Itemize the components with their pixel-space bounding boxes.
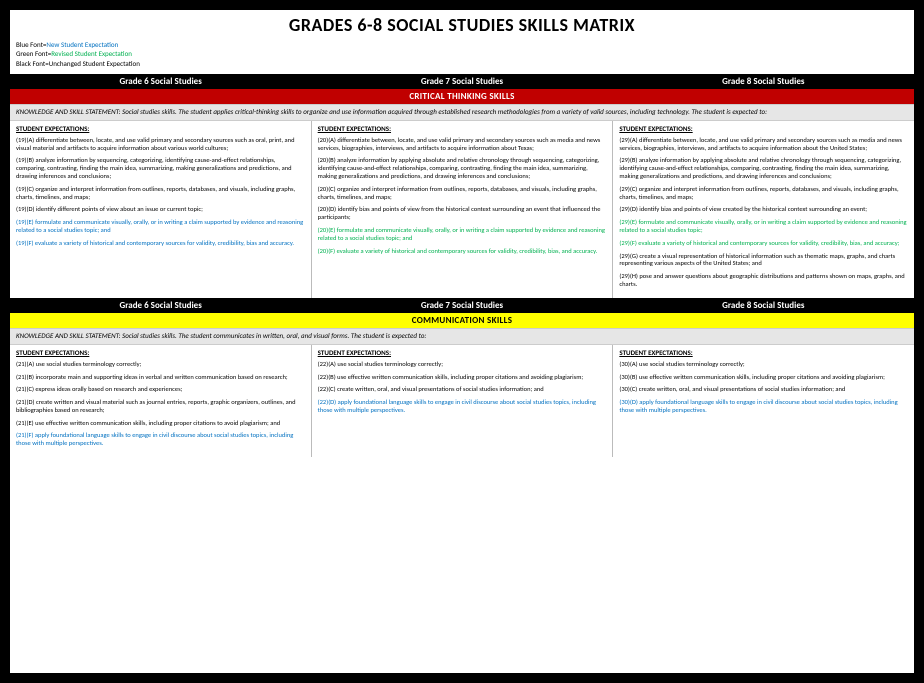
expectation-item: (20)(C) organize and interpret informati… [318,186,607,202]
expectation-item: (19)(F) evaluate a variety of historical… [16,240,305,248]
expectation-item: (20)(F) evaluate a variety of historical… [318,248,607,256]
column-grade8: STUDENT EXPECTATIONS: (29)(A) differenti… [613,121,914,298]
grade-header: Grade 7 Social Studies [311,74,612,89]
legend-value: Revised Student Expectation [51,49,132,58]
expectation-item: (29)(H) pose and answer questions about … [619,273,908,289]
expectation-item: (21)(E) use effective written communicat… [16,420,305,428]
knowledge-statement: KNOWLEDGE AND SKILL STATEMENT: Social st… [10,328,914,345]
expectation-item: (30)(B) use effective written communicat… [619,374,908,382]
expectation-item: (21)(F) apply foundational language skil… [16,432,305,448]
expectation-item: (20)(B) analyze information by applying … [318,157,607,180]
expectation-item: (19)(C) organize and interpret informati… [16,186,305,202]
student-expectations-head: STUDENT EXPECTATIONS: [318,125,607,134]
column-grade8: STUDENT EXPECTATIONS: (30)(A) use social… [613,345,914,457]
column-grade6: STUDENT EXPECTATIONS: (21)(A) use social… [10,345,312,457]
grade-header: Grade 6 Social Studies [10,298,311,313]
section-band-communication: COMMUNICATION SKILLS [10,313,914,328]
grade-header: Grade 8 Social Studies [613,298,914,313]
document-page: GRADES 6-8 SOCIAL STUDIES SKILLS MATRIX … [8,8,916,675]
expectation-item: (29)(F) evaluate a variety of historical… [619,240,908,248]
expectation-item: (19)(D) identify different points of vie… [16,206,305,214]
student-expectations-head: STUDENT EXPECTATIONS: [16,349,305,358]
knowledge-statement: KNOWLEDGE AND SKILL STATEMENT: Social st… [10,104,914,121]
expectation-item: (30)(D) apply foundational language skil… [619,399,908,415]
grade-header: Grade 8 Social Studies [613,74,914,89]
expectation-item: (21)(C) express ideas orally based on re… [16,386,305,394]
student-expectations-head: STUDENT EXPECTATIONS: [619,125,908,134]
expectation-item: (29)(A) differentiate between, locate, a… [619,137,908,153]
legend-label: Black Font= [16,59,49,68]
section-band-critical: CRITICAL THINKING SKILLS [10,89,914,104]
legend-value: Unchanged Student Expectation [49,59,140,68]
grade-header-row: Grade 6 Social Studies Grade 7 Social St… [10,74,914,89]
student-expectations-head: STUDENT EXPECTATIONS: [318,349,607,358]
legend-value: New Student Expectation [46,40,118,49]
legend-label: Blue Font= [16,40,46,49]
expectation-item: (29)(B) analyze information by applying … [619,157,908,180]
expectation-item: (29)(D) identify bias and points of view… [619,206,908,214]
critical-thinking-columns: STUDENT EXPECTATIONS: (19)(A) differenti… [10,121,914,298]
student-expectations-head: STUDENT EXPECTATIONS: [16,125,305,134]
expectation-item: (19)(A) differentiate between, locate, a… [16,137,305,153]
expectation-item: (22)(A) use social studies terminology c… [318,361,607,369]
column-grade6: STUDENT EXPECTATIONS: (19)(A) differenti… [10,121,312,298]
expectation-item: (29)(C) organize and interpret informati… [619,186,908,202]
page-title: GRADES 6-8 SOCIAL STUDIES SKILLS MATRIX [10,10,914,39]
column-grade7: STUDENT EXPECTATIONS: (22)(A) use social… [312,345,614,457]
column-grade7: STUDENT EXPECTATIONS: (20)(A) differenti… [312,121,614,298]
expectation-item: (19)(B) analyze information by sequencin… [16,157,305,180]
expectation-item: (30)(C) create written, oral, and visual… [619,386,908,394]
communication-columns: STUDENT EXPECTATIONS: (21)(A) use social… [10,345,914,457]
expectation-item: (21)(A) use social studies terminology c… [16,361,305,369]
expectation-item: (20)(E) formulate and communicate visual… [318,227,607,243]
grade-header-row: Grade 6 Social Studies Grade 7 Social St… [10,298,914,313]
grade-header: Grade 6 Social Studies [10,74,311,89]
expectation-item: (20)(D) identify bias and points of view… [318,206,607,222]
expectation-item: (30)(A) use social studies terminology c… [619,361,908,369]
legend: Blue Font=New Student Expectation Green … [10,39,914,74]
grade-header: Grade 7 Social Studies [311,298,612,313]
expectation-item: (22)(C) create written, oral, and visual… [318,386,607,394]
expectation-item: (20)(A) differentiate between, locate, a… [318,137,607,153]
expectation-item: (19)(E) formulate and communicate visual… [16,219,305,235]
expectation-item: (21)(B) incorporate main and supporting … [16,374,305,382]
expectation-item: (22)(B) use effective written communicat… [318,374,607,382]
legend-label: Green Font= [16,49,51,58]
student-expectations-head: STUDENT EXPECTATIONS: [619,349,908,358]
expectation-item: (29)(G) create a visual representation o… [619,253,908,269]
expectation-item: (22)(D) apply foundational language skil… [318,399,607,415]
expectation-item: (21)(D) create written and visual materi… [16,399,305,415]
expectation-item: (29)(E) formulate and communicate visual… [619,219,908,235]
